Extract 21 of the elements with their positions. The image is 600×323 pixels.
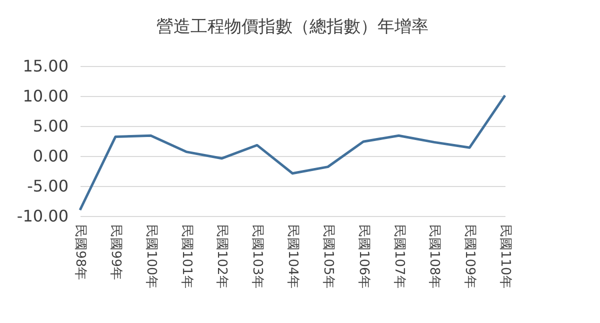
x-tick-label: 民國99年 — [108, 224, 123, 280]
y-tick-label: 10.00 — [22, 86, 68, 106]
x-tick-label: 民國106年 — [356, 224, 371, 288]
x-tick-label: 民國105年 — [320, 224, 336, 288]
x-tick-label: 民國98年 — [72, 224, 88, 280]
x-tick-label: 民國104年 — [285, 224, 300, 288]
x-tick-label: 民國108年 — [426, 224, 442, 288]
x-tick-label: 民國103年 — [250, 224, 265, 288]
line-series — [78, 94, 506, 212]
y-tick-label: -5.00 — [27, 176, 68, 196]
x-tick-label: 民國100年 — [143, 224, 158, 288]
y-tick-label: 0.00 — [32, 146, 68, 166]
x-tick-label: 民國101年 — [178, 224, 194, 288]
x-tick-label: 民國109年 — [462, 224, 478, 288]
y-tick-label: 5.00 — [32, 116, 68, 136]
x-tick-label: 民國107年 — [391, 224, 406, 288]
chart-title: 營造工程物價指數（總指數）年增率 — [156, 17, 428, 37]
x-tick-label: 民國102年 — [214, 224, 230, 288]
x-tick-label: 民國110年 — [498, 224, 512, 288]
y-tick-label: -10.00 — [16, 206, 68, 226]
y-tick-label: 15.00 — [22, 56, 68, 76]
